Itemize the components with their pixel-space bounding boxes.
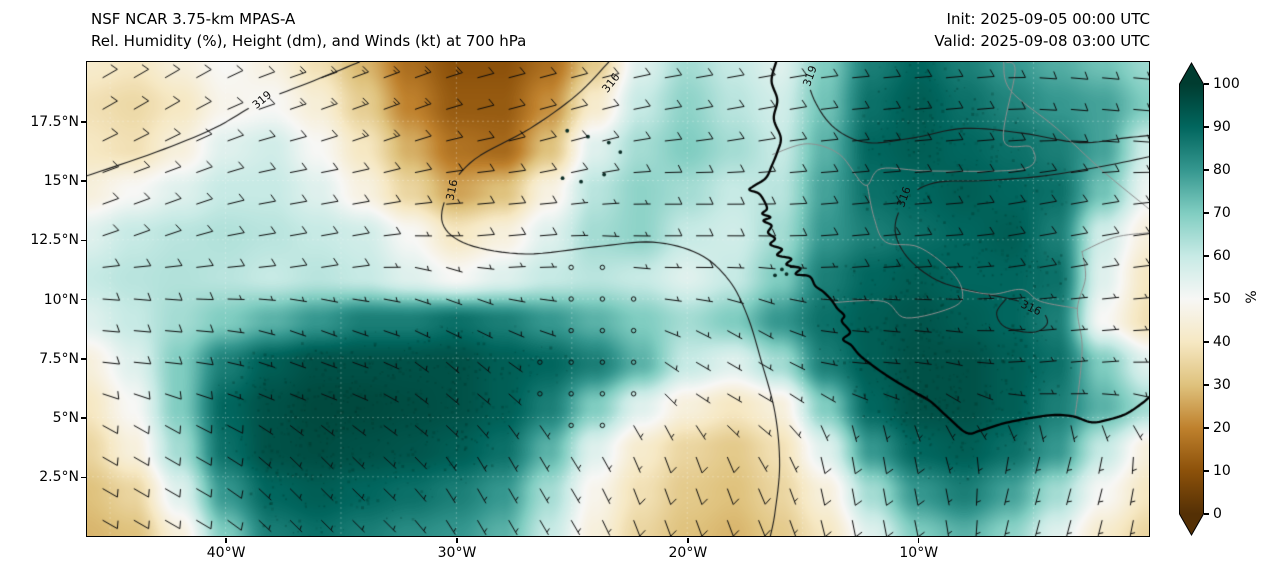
x-tick-mark xyxy=(917,538,920,544)
colorbar-tick-label: 80 xyxy=(1213,162,1231,178)
y-tick-mark xyxy=(81,121,86,123)
map-plot-area: 319 316 316 319 316 316 xyxy=(86,61,1150,537)
colorbar-tick-mark xyxy=(1204,427,1209,429)
colorbar-tick-mark xyxy=(1204,341,1209,343)
colorbar-tick-mark xyxy=(1204,384,1209,386)
colorbar-tick-label: 0 xyxy=(1213,506,1222,522)
y-tick-label: 17.5°N xyxy=(30,113,79,130)
colorbar-tick-label: 60 xyxy=(1213,248,1231,264)
x-tick-label: 10°W xyxy=(899,545,939,561)
colorbar-tick-mark xyxy=(1204,470,1209,472)
y-tick-mark xyxy=(81,476,86,479)
init-time: Init: 2025-09-05 00:00 UTC xyxy=(946,10,1150,28)
colorbar-tick-label: 50 xyxy=(1213,291,1231,307)
colorbar xyxy=(1179,61,1205,537)
x-tick-mark xyxy=(225,538,227,544)
colorbar-tick-mark xyxy=(1204,83,1209,85)
y-tick-mark xyxy=(81,417,86,419)
colorbar-tick-label: 100 xyxy=(1213,76,1240,92)
map-canvas xyxy=(87,62,1149,536)
colorbar-tick-mark xyxy=(1204,513,1209,515)
x-tick-label: 30°W xyxy=(437,545,477,561)
colorbar-tick-mark xyxy=(1204,298,1209,300)
colorbar-unit-label: % xyxy=(1241,290,1258,304)
y-tick-mark xyxy=(81,239,86,242)
y-tick-label: 10°N xyxy=(43,291,79,308)
colorbar-tick-mark xyxy=(1204,126,1209,128)
colorbar-tick-label: 30 xyxy=(1213,377,1231,393)
colorbar-tick-label: 20 xyxy=(1213,420,1231,436)
colorbar-tick-mark xyxy=(1204,212,1209,214)
y-tick-mark xyxy=(81,298,86,301)
valid-time: Valid: 2025-09-08 03:00 UTC xyxy=(934,32,1150,50)
model-title: NSF NCAR 3.75-km MPAS-A xyxy=(91,10,296,28)
y-tick-label: 12.5°N xyxy=(30,232,79,249)
colorbar-tick-mark xyxy=(1204,255,1209,257)
y-tick-mark xyxy=(81,358,86,360)
x-tick-mark xyxy=(456,538,458,544)
y-tick-label: 7.5°N xyxy=(39,350,79,367)
colorbar-tick-label: 70 xyxy=(1213,205,1231,221)
colorbar-tick-label: 90 xyxy=(1213,119,1231,135)
y-tick-mark xyxy=(81,180,86,182)
colorbar-tick-mark xyxy=(1204,169,1209,171)
x-tick-mark xyxy=(687,538,689,544)
field-title: Rel. Humidity (%), Height (dm), and Wind… xyxy=(91,32,527,50)
y-tick-label: 15°N xyxy=(43,173,79,190)
colorbar-tick-label: 10 xyxy=(1213,463,1231,479)
y-tick-label: 2.5°N xyxy=(39,469,79,486)
y-tick-label: 5°N xyxy=(52,410,79,427)
colorbar-svg xyxy=(1179,61,1204,537)
x-tick-label: 40°W xyxy=(206,545,246,561)
x-tick-label: 20°W xyxy=(668,545,708,561)
colorbar-tick-label: 40 xyxy=(1213,334,1231,350)
